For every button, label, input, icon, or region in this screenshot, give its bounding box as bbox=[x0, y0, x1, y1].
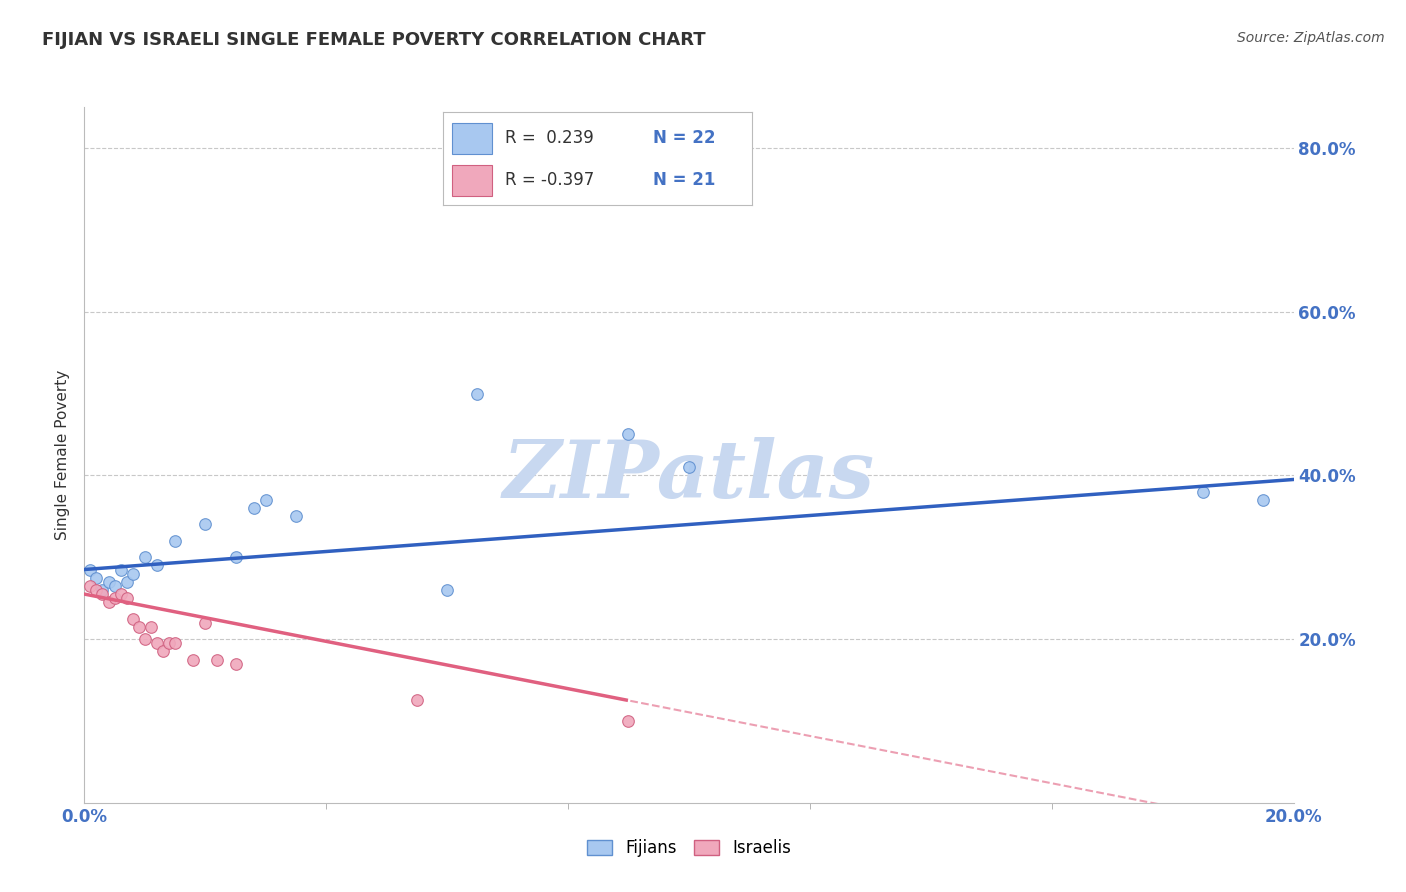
Point bbox=[1191, 484, 1213, 499]
Point bbox=[97, 595, 120, 609]
Point bbox=[678, 460, 700, 475]
Point bbox=[128, 620, 150, 634]
Point bbox=[110, 562, 132, 576]
Text: R = -0.397: R = -0.397 bbox=[505, 171, 593, 189]
Point bbox=[86, 571, 108, 585]
Text: N = 21: N = 21 bbox=[654, 171, 716, 189]
Text: FIJIAN VS ISRAELI SINGLE FEMALE POVERTY CORRELATION CHART: FIJIAN VS ISRAELI SINGLE FEMALE POVERTY … bbox=[42, 31, 706, 49]
Point bbox=[134, 632, 156, 646]
Point bbox=[194, 615, 217, 630]
Point bbox=[146, 558, 169, 573]
Point bbox=[121, 612, 143, 626]
Point bbox=[115, 591, 138, 606]
Point bbox=[163, 636, 186, 650]
Point bbox=[194, 517, 217, 532]
Point bbox=[225, 657, 247, 671]
Point bbox=[97, 574, 120, 589]
Point bbox=[79, 579, 101, 593]
Point bbox=[617, 427, 640, 442]
Point bbox=[406, 693, 429, 707]
Point bbox=[91, 587, 114, 601]
FancyBboxPatch shape bbox=[453, 165, 492, 196]
FancyBboxPatch shape bbox=[453, 123, 492, 153]
Point bbox=[79, 562, 101, 576]
Point bbox=[225, 550, 247, 565]
Point bbox=[139, 620, 162, 634]
Y-axis label: Single Female Poverty: Single Female Poverty bbox=[55, 370, 70, 540]
Text: N = 22: N = 22 bbox=[654, 128, 716, 146]
Point bbox=[467, 386, 489, 401]
Point bbox=[207, 652, 229, 666]
Point bbox=[242, 501, 264, 516]
Point bbox=[163, 533, 186, 548]
Point bbox=[284, 509, 308, 524]
Point bbox=[110, 587, 132, 601]
Point bbox=[146, 636, 169, 650]
Point bbox=[181, 652, 204, 666]
Point bbox=[104, 579, 127, 593]
Text: Source: ZipAtlas.com: Source: ZipAtlas.com bbox=[1237, 31, 1385, 45]
Point bbox=[134, 550, 156, 565]
Text: R =  0.239: R = 0.239 bbox=[505, 128, 593, 146]
Point bbox=[115, 574, 138, 589]
Point bbox=[121, 566, 143, 581]
Point bbox=[157, 636, 180, 650]
Point bbox=[104, 591, 127, 606]
Point bbox=[91, 582, 114, 597]
Point bbox=[436, 582, 458, 597]
Point bbox=[86, 582, 108, 597]
Point bbox=[1251, 492, 1274, 507]
Point bbox=[617, 714, 640, 728]
Point bbox=[254, 492, 277, 507]
Text: ZIPatlas: ZIPatlas bbox=[503, 437, 875, 515]
Point bbox=[152, 644, 174, 658]
Legend: Fijians, Israelis: Fijians, Israelis bbox=[581, 833, 797, 864]
